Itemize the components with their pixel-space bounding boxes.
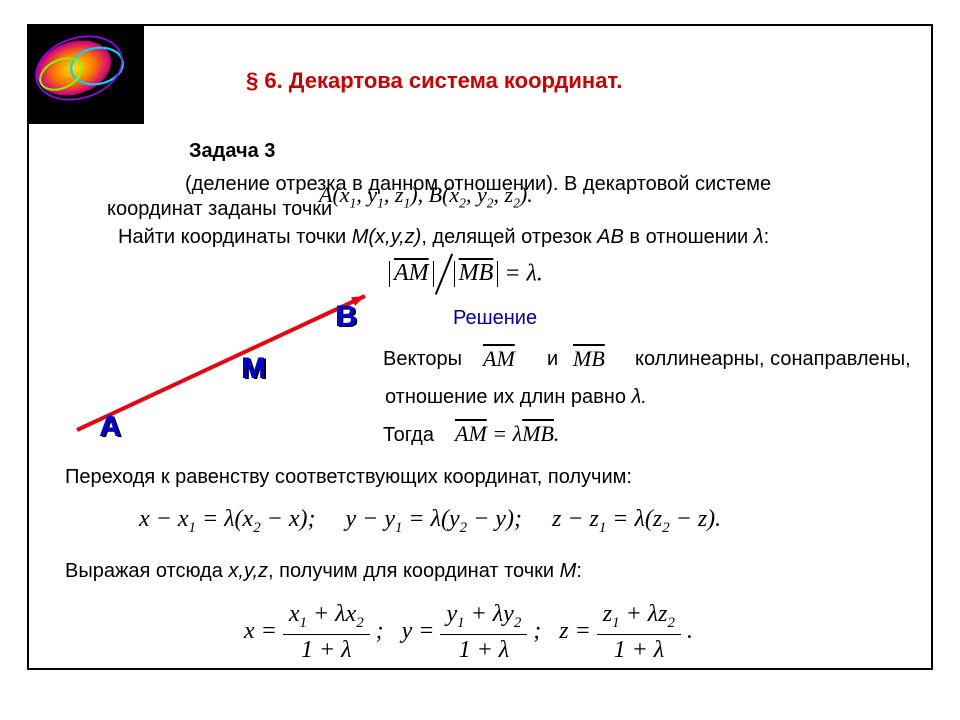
vector-MB: MB: [573, 346, 605, 372]
coords-equations: x − x1 = λ(x2 − x); y − y1 = λ(y2 − y); …: [139, 506, 721, 537]
coords-intro: Переходя к равенству соответствующих коо…: [65, 466, 632, 489]
swirl-graphic: [29, 26, 139, 106]
slide-frame: § 6. Декартова система координат. Задача…: [27, 24, 933, 670]
corner-thumbnail: [29, 26, 144, 124]
ratio-formula: AMMB = λ.: [389, 258, 543, 292]
diagram-label-B: BB: [335, 300, 375, 340]
problem-line-1b: координат заданы точки: [107, 198, 332, 221]
coords-express: Выражая отсюда x,y,z, получим для коорди…: [65, 560, 582, 583]
solution-line-1b: коллинеарны, сонаправлены,: [635, 348, 911, 371]
section-title: § 6. Декартова система координат.: [246, 68, 622, 94]
solution-then: Тогда: [383, 424, 434, 447]
problem-line-2: Найти координаты точки M(x,y,z), делящей…: [118, 226, 769, 249]
vector-AM: AM: [483, 346, 515, 372]
points-formula: A(x1, y1, z1), B(x2, y2, z2).: [319, 182, 533, 211]
solution-label: Решение: [453, 307, 537, 330]
coords-fractions: x = x1 + λx21 + λ ; y = y1 + λy21 + λ ; …: [244, 601, 693, 664]
solution-line-1a: Векторы: [383, 348, 462, 371]
stage: § 6. Декартова система координат. Задача…: [0, 0, 960, 720]
solution-line-2: отношение их длин равно λ.: [385, 386, 647, 409]
vector-equation: AM = λMB.: [455, 421, 559, 447]
problem-label: Задача 3: [189, 140, 275, 163]
diagram-label-A: AA: [99, 410, 139, 450]
diagram-label-M: MM: [241, 352, 281, 392]
solution-and: и: [547, 348, 558, 371]
